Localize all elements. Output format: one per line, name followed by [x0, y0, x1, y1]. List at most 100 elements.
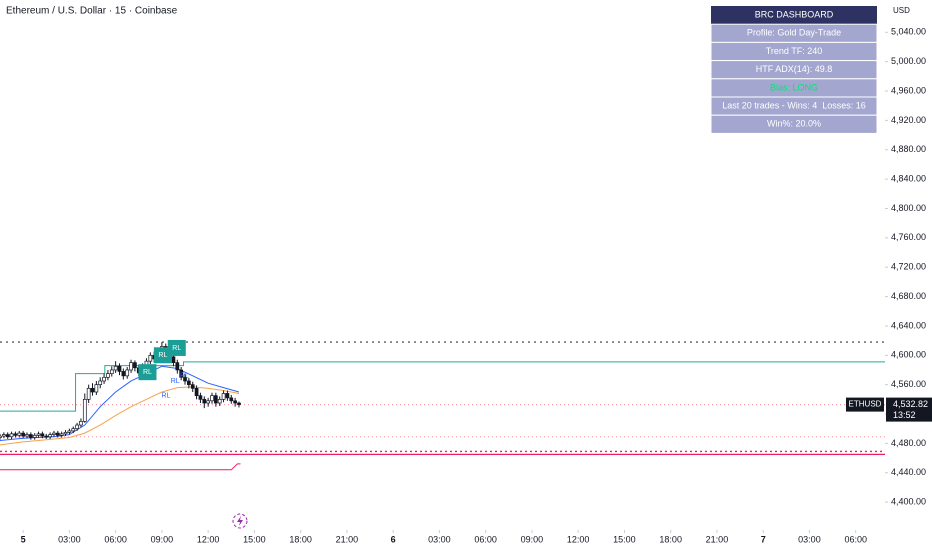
candle-body: [94, 384, 99, 393]
candle-body: [82, 398, 87, 422]
y-tick-label: 4,800.00: [891, 203, 926, 213]
countdown: 13:52: [893, 410, 916, 420]
dashboard-cell: Last 20 trades - Wins: 4 Losses: 16: [722, 100, 866, 110]
candle-body: [13, 433, 18, 436]
candle-body: [90, 387, 95, 393]
y-tick-label: 5,000.00: [891, 56, 926, 66]
candle-body: [217, 398, 222, 404]
x-tick-label: 18:00: [659, 534, 682, 544]
x-tick-label: 21:00: [336, 534, 359, 544]
y-tick-label: 4,840.00: [891, 173, 926, 183]
chart-title: Ethereum / U.S. Dollar · 15 · Coinbase: [6, 6, 178, 17]
candle-body: [0, 435, 2, 438]
candle-body: [109, 369, 114, 374]
y-tick-label: 4,720.00: [891, 262, 926, 272]
candle-body: [9, 433, 14, 438]
candle-body: [48, 434, 52, 438]
candle-body: [67, 430, 72, 433]
price-tag: [886, 397, 932, 422]
candle-body: [36, 433, 41, 436]
x-tick-label: 6: [391, 534, 396, 544]
candle-body: [229, 397, 234, 402]
candle-body: [17, 432, 22, 436]
signal-box: [167, 339, 186, 356]
y-tick-label: 5,040.00: [891, 27, 926, 37]
x-tick-label: 06:00: [474, 534, 497, 544]
x-tick-label: 15:00: [243, 534, 266, 544]
candle-body: [98, 380, 103, 386]
y-tick-label: 4,400.00: [891, 496, 926, 506]
candle-body: [148, 354, 153, 362]
candle-body: [55, 432, 60, 436]
y-tick-label: 4,960.00: [891, 85, 926, 95]
y-tick-label: 4,760.00: [891, 232, 926, 242]
x-tick-label: 09:00: [151, 534, 174, 544]
candle-body: [179, 369, 184, 378]
candle-body: [210, 395, 214, 402]
y-tick-label: 4,440.00: [891, 467, 926, 477]
candle-body: [75, 424, 79, 430]
candle-body: [233, 400, 237, 404]
candle-body: [183, 376, 187, 382]
candle-body: [113, 365, 118, 371]
signal-label: RL: [158, 352, 167, 359]
dashboard-row: [710, 114, 878, 134]
candle-body: [125, 369, 130, 377]
candle-body: [71, 428, 76, 432]
signal-label: RL: [161, 393, 170, 400]
y-tick-label: 4,480.00: [891, 438, 926, 448]
candle-body: [32, 434, 37, 438]
x-tick-label: 15:00: [613, 534, 636, 544]
dashboard-cell: Trend TF: 240: [766, 46, 823, 56]
candle-body: [194, 387, 199, 397]
candle-body: [121, 371, 126, 377]
symbol-tag: [846, 397, 884, 412]
candle-body: [52, 432, 56, 435]
y-tick-label: 4,600.00: [891, 350, 926, 360]
signal-box: [138, 364, 157, 381]
candle-body: [102, 376, 106, 382]
candle-body: [187, 380, 191, 386]
candle-body: [25, 434, 29, 437]
candle-body: [2, 434, 6, 437]
candle-body: [129, 362, 133, 371]
x-tick-label: 09:00: [521, 534, 544, 544]
x-tick-label: 5: [21, 534, 26, 544]
y-tick-label: 4,920.00: [891, 115, 926, 125]
candle-body: [202, 398, 207, 404]
x-tick-label: 03:00: [798, 534, 821, 544]
dashboard-cell: Bias: LONG: [770, 82, 818, 92]
price-label: 4,532.82: [893, 399, 928, 409]
x-tick-label: 03:00: [428, 534, 451, 544]
signal-label: RL: [172, 345, 181, 352]
candle-body: [28, 434, 33, 438]
candle-body: [198, 395, 203, 400]
signal-label: RL: [180, 373, 189, 380]
candle-body: [5, 434, 10, 438]
symbol-label: ETHUSD: [849, 400, 882, 409]
dashboard-cell: Profile: Gold Day-Trade: [747, 28, 841, 38]
candle-body: [59, 433, 64, 436]
dashboard: BRC DASHBOARD Profile: Gold Day-Trade Tren…: [710, 6, 878, 134]
y-tick-label: 4,680.00: [891, 291, 926, 301]
candle-body: [40, 433, 45, 437]
dashboard-header: [711, 6, 877, 25]
indicator-line: [0, 463, 241, 471]
candle-body: [221, 393, 226, 400]
indicator-line: [0, 365, 240, 441]
x-tick-label: 06:00: [104, 534, 127, 544]
candle-body: [117, 365, 122, 372]
candle-body: [21, 432, 25, 437]
candle-body: [206, 400, 210, 404]
dashboard-cell: HTF ADX(14): 49.8: [756, 64, 833, 74]
y-tick-label: 4,640.00: [891, 320, 926, 330]
y-tick-label: 4,880.00: [891, 144, 926, 154]
x-tick-label: 12:00: [567, 534, 590, 544]
candle-body: [225, 393, 230, 399]
indicator-line: [0, 361, 885, 412]
replay-icon[interactable]: [232, 513, 248, 529]
candle-body: [86, 387, 91, 400]
candle-body: [44, 435, 49, 438]
